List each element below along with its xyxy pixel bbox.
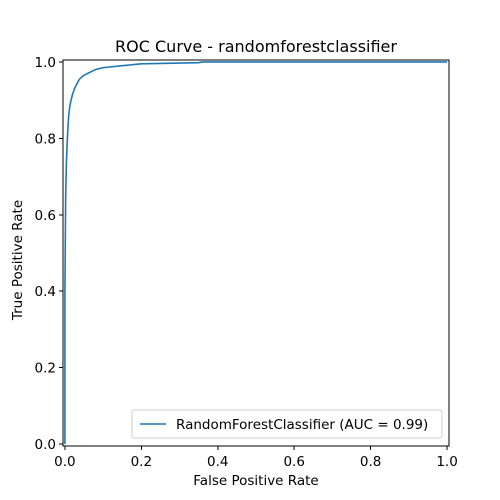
legend-label: RandomForestClassifier (AUC = 0.99) (176, 417, 428, 433)
x-tick-label: 1.0 (436, 454, 457, 470)
y-tick-label: 0.6 (35, 208, 56, 224)
x-tick-label: 0.2 (131, 454, 152, 470)
plot-area: 0.0 0.2 0.4 0.6 0.8 1.0 0.0 0.2 0.4 0.6 0.8 1.0 (35, 55, 458, 470)
x-tick-label: 0.6 (283, 454, 304, 470)
chart-title: ROC Curve - randomforestclassifier (115, 37, 397, 56)
x-tick-label: 0.0 (54, 454, 75, 470)
x-tick-label: 0.4 (207, 454, 228, 470)
y-tick-label: 0.8 (35, 131, 56, 147)
y-tick-label: 0.2 (35, 361, 56, 377)
plot-frame (62, 59, 450, 447)
y-tick-label: 0.4 (35, 284, 56, 300)
legend-box (131, 409, 443, 439)
roc-curve-line (64, 61, 448, 445)
y-tick-label: 1.0 (35, 55, 56, 71)
x-tick-label: 0.8 (360, 454, 381, 470)
y-tick-label: 0.0 (35, 437, 56, 453)
y-axis-label: True Positive Rate (10, 200, 26, 321)
x-axis-label: False Positive Rate (193, 473, 318, 489)
legend: RandomForestClassifier (AUC = 0.99) (131, 409, 443, 439)
